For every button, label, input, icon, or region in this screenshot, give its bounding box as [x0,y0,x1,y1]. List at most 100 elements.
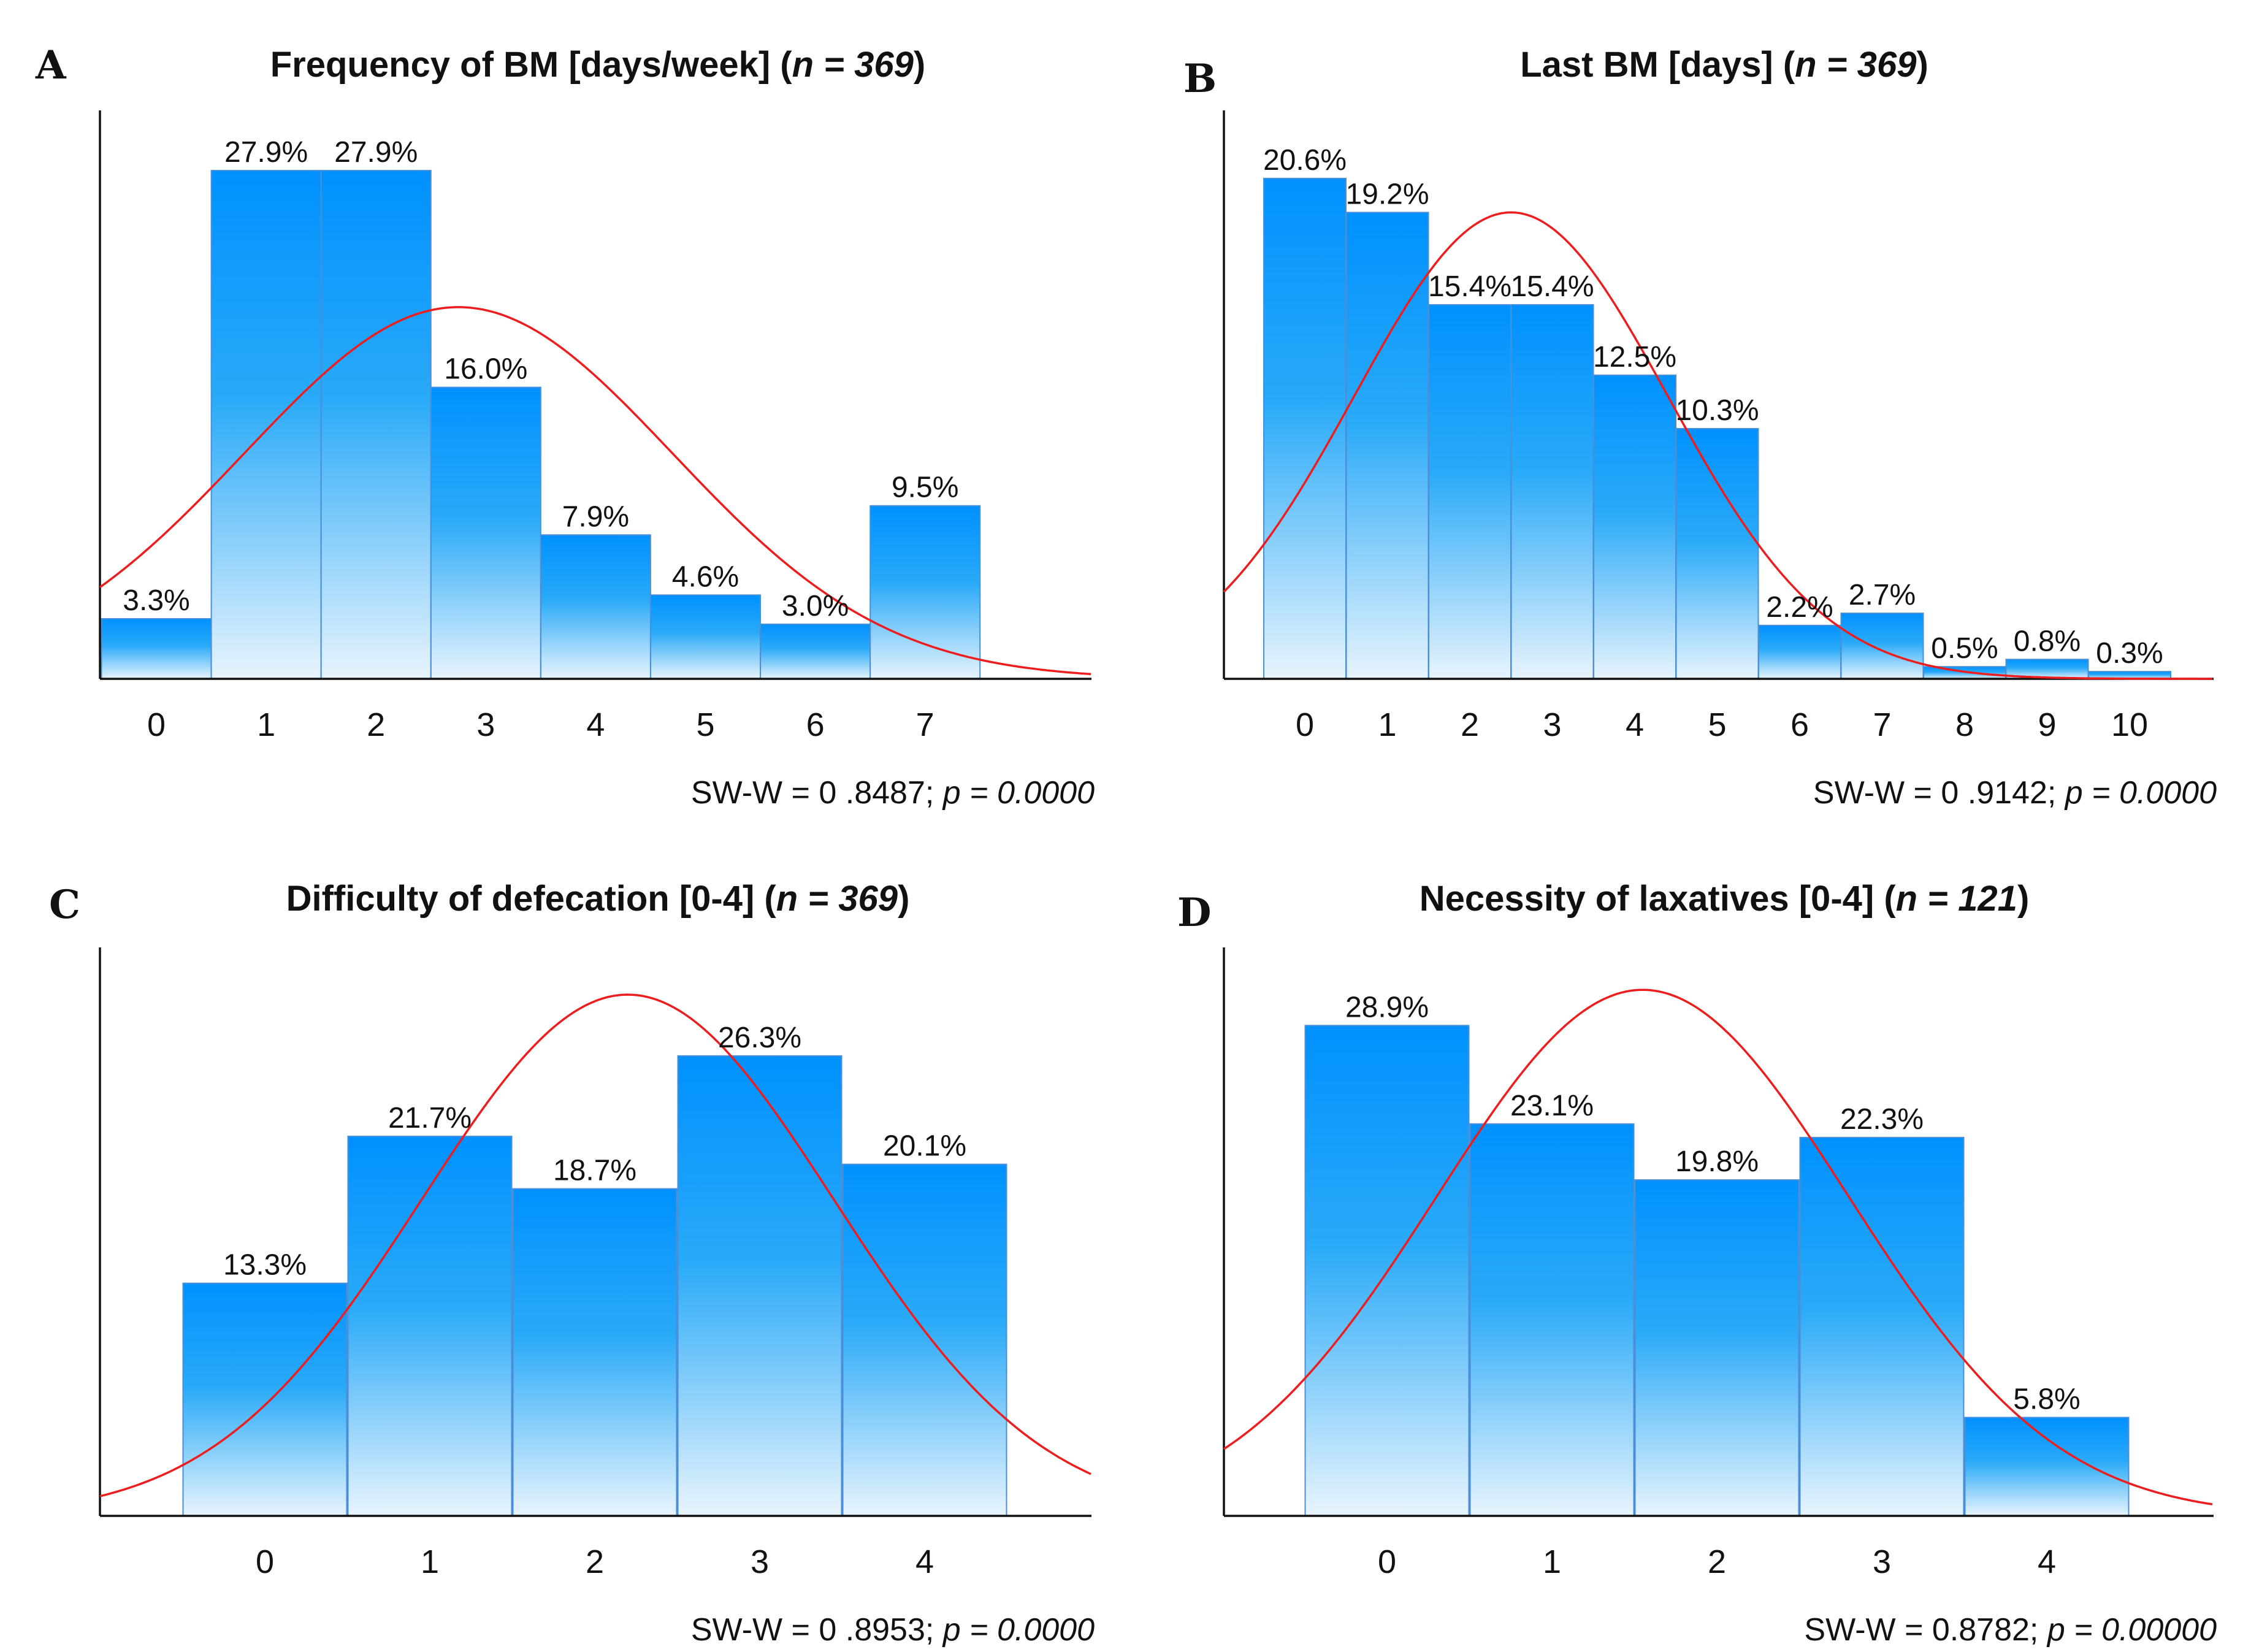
data-label: 21.7% [388,1102,472,1134]
data-label: 15.4% [1510,270,1594,303]
x-tick-label: 4 [586,706,605,743]
data-label: 4.6% [672,560,739,593]
data-label: 27.9% [224,136,308,169]
bar-2 [512,1188,678,1516]
x-tick-label: 6 [1790,706,1809,743]
bar-4 [540,534,651,680]
bar-4 [1964,1417,2130,1516]
data-label: 2.7% [1849,579,1916,611]
chart-title: Last BM [days] (n = 369) [1520,45,1928,85]
chart-title: Difficulty of defecation [0-4] (n = 369) [286,879,910,919]
x-tick-label: 3 [1543,706,1561,743]
data-label: 10.3% [1675,394,1759,427]
data-label: 15.4% [1428,270,1511,303]
shapiro-wilk-annotation: SW-W = 0 .9142; p = 0.0000 [1813,775,2217,811]
panel-letter: A [35,42,67,88]
x-tick-label: 2 [586,1543,604,1580]
bar-1 [1345,212,1429,679]
bar-3 [677,1055,843,1516]
data-label: 3.3% [123,584,189,617]
bar-2 [1634,1179,1800,1516]
bar-7 [869,505,981,679]
panel-d: D Necessity of laxatives [0-4] (n = 121) 2… [1177,879,2217,1648]
chart-title: Frequency of BM [days/week] (n = 369) [270,45,926,85]
x-tick-label: 1 [257,706,275,743]
bar-2 [1428,304,1511,679]
x-tick-label: 4 [915,1543,934,1580]
shapiro-wilk-annotation: SW-W = 0 .8953; p = 0.0000 [691,1612,1095,1648]
panel-letter: C [49,882,80,928]
x-tick-label: 10 [2111,706,2148,743]
x-tick-label: 9 [2038,706,2056,743]
x-tick-label: 7 [1873,706,1891,743]
x-tick-label: 2 [1461,706,1479,743]
bar-0 [101,618,212,679]
bar-3 [1510,304,1594,679]
data-label: 27.9% [334,136,418,169]
bar-5 [650,594,761,679]
x-tick-label: 3 [1873,1543,1891,1580]
panel-letter: B [1183,56,1217,102]
x-tick-label: 4 [2038,1543,2056,1580]
bar-0 [1263,177,1347,679]
data-label: 28.9% [1345,991,1429,1023]
normal-distribution-curve [1223,211,2212,680]
data-label: 19.8% [1675,1145,1759,1178]
bar-1 [347,1136,513,1516]
panel-a: A Frequency of BM [days/week] (n = 369) 3.… [35,42,1095,811]
bar-6 [760,623,871,679]
x-tick-label: 2 [367,706,385,743]
data-label: 2.2% [1766,591,1833,624]
shapiro-wilk-annotation: SW-W = 0 .8487; p = 0.0000 [691,775,1095,811]
normal-distribution-curve [1223,989,2213,1505]
bar-1 [1469,1123,1635,1516]
x-tick-label: 3 [751,1543,769,1580]
x-tick-label: 3 [476,706,495,743]
x-tick-label: 0 [1296,706,1314,743]
data-label: 13.3% [223,1249,307,1282]
normal-distribution-curve [99,306,1091,676]
data-label: 7.9% [562,500,629,533]
panel-b: B Last BM [days] (n = 369) 20.6%19.2% 15.4%… [1183,45,2217,811]
normal-distribution-curve [99,993,1091,1497]
x-tick-label: 0 [256,1543,274,1580]
data-label: 5.8% [2013,1383,2080,1416]
x-tick-label: 1 [1378,706,1396,743]
shapiro-wilk-annotation: SW-W = 0.8782; p = 0.00000 [1804,1612,2217,1648]
bar-7 [1840,613,1924,679]
bar-4 [1593,374,1676,679]
data-label: 20.1% [883,1130,966,1163]
data-label: 3.0% [782,590,849,622]
panel-c: C Difficulty of defecation [0-4] (n = 369… [49,879,1095,1648]
x-tick-label: 6 [806,706,825,743]
bar-2 [320,170,432,679]
data-label: 18.7% [553,1155,636,1187]
data-label: 0.8% [2014,625,2081,657]
data-label: 16.0% [444,353,527,386]
bar-0 [182,1282,348,1516]
x-tick-label: 0 [1378,1543,1396,1580]
x-tick-label: 7 [916,706,934,743]
x-tick-label: 0 [147,706,166,743]
data-label: 9.5% [892,472,958,504]
x-tick-label: 1 [421,1543,439,1580]
x-tick-label: 8 [1955,706,1974,743]
bar-3 [430,386,541,679]
data-label: 12.5% [1593,341,1676,373]
x-tick-label: 1 [1543,1543,1561,1580]
data-label: 19.2% [1345,178,1429,210]
data-label: 0.3% [2096,637,2163,670]
bar-4 [842,1163,1007,1516]
panel-letter: D [1177,890,1212,936]
x-tick-label: 4 [1626,706,1644,743]
x-tick-label: 5 [1708,706,1726,743]
bar-1 [210,170,322,679]
bar-3 [1799,1136,1965,1516]
x-tick-label: 2 [1708,1543,1726,1580]
data-label: 0.5% [1931,632,1998,665]
data-label: 20.6% [1263,144,1347,177]
chart-title: Necessity of laxatives [0-4] (n = 121) [1420,879,2030,919]
x-tick-label: 5 [696,706,714,743]
data-label: 26.3% [718,1022,801,1054]
